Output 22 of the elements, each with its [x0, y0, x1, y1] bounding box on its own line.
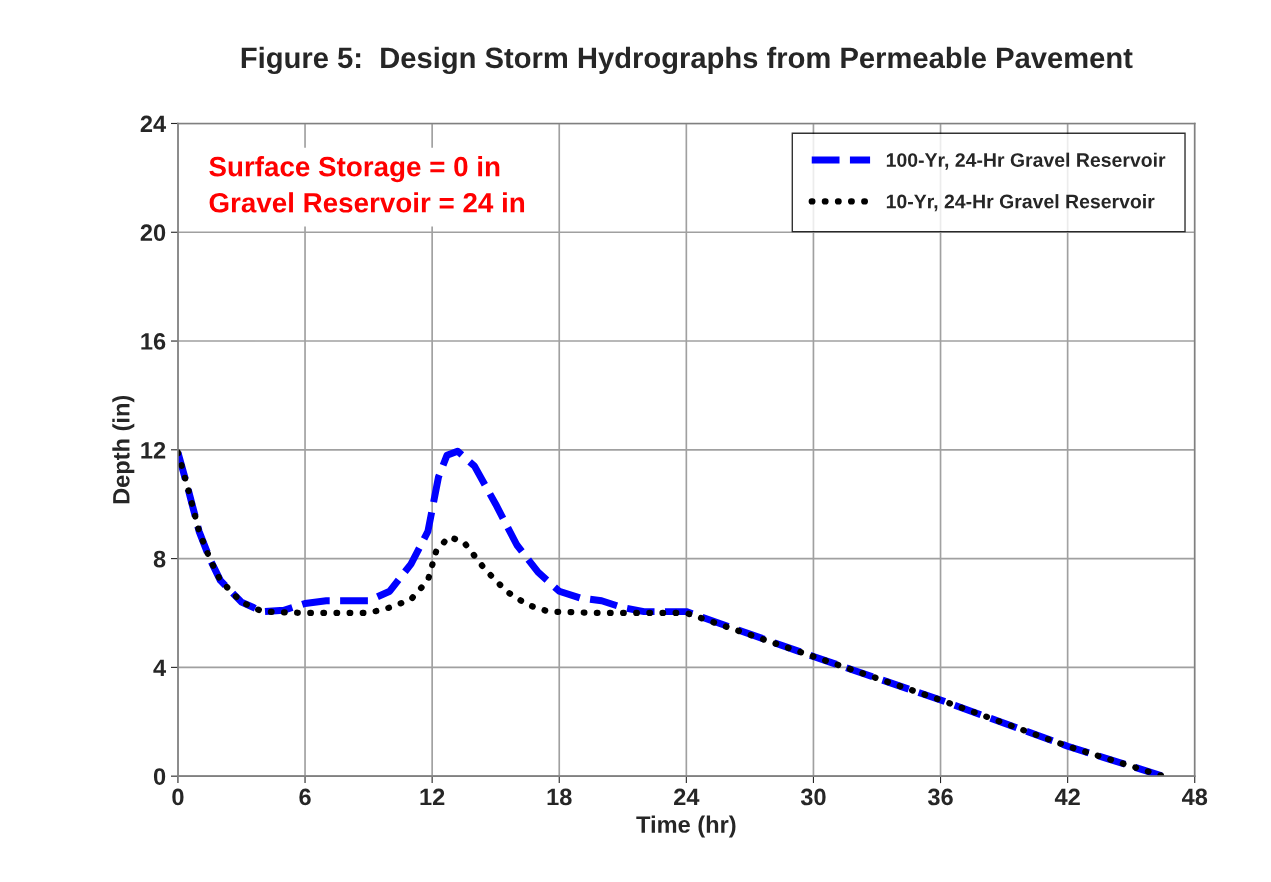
y-tick-label: 12	[141, 441, 166, 459]
annotation: Surface Storage = 0 in Gravel Reservoir = 24 in	[209, 156, 525, 213]
x-tick-label: 24	[674, 788, 700, 806]
x-tick-label: 48	[1181, 788, 1208, 806]
x-tick-label: 18	[547, 788, 572, 806]
y-tick-label: 24	[140, 115, 167, 133]
y-axis-title: Depth (in)	[112, 395, 135, 504]
y-tick-label: 4	[153, 659, 167, 676]
legend-label: 10-Yr, 24-Hr Gravel Reservoir	[886, 194, 1155, 212]
x-tick-label: 0	[172, 788, 184, 806]
x-tick-label: 42	[1054, 788, 1080, 806]
x-tick-label: 6	[299, 788, 311, 806]
y-tick-label: 8	[153, 550, 166, 568]
x-tick-label: 36	[927, 788, 953, 806]
chart-title: Figure 5: Design Storm Hydrographs from Permeable Pavement	[241, 46, 1133, 75]
y-tick-label: 16	[141, 333, 166, 350]
x-tick-label: 30	[800, 788, 826, 806]
x-axis-title: Time (hr)	[636, 815, 736, 838]
y-tick-label: 0	[153, 768, 166, 785]
x-tick-label: 12	[420, 788, 445, 806]
legend-label: 100-Yr, 24-Hr Gravel Reservoir	[886, 152, 1166, 170]
y-tick-label: 20	[140, 224, 166, 242]
